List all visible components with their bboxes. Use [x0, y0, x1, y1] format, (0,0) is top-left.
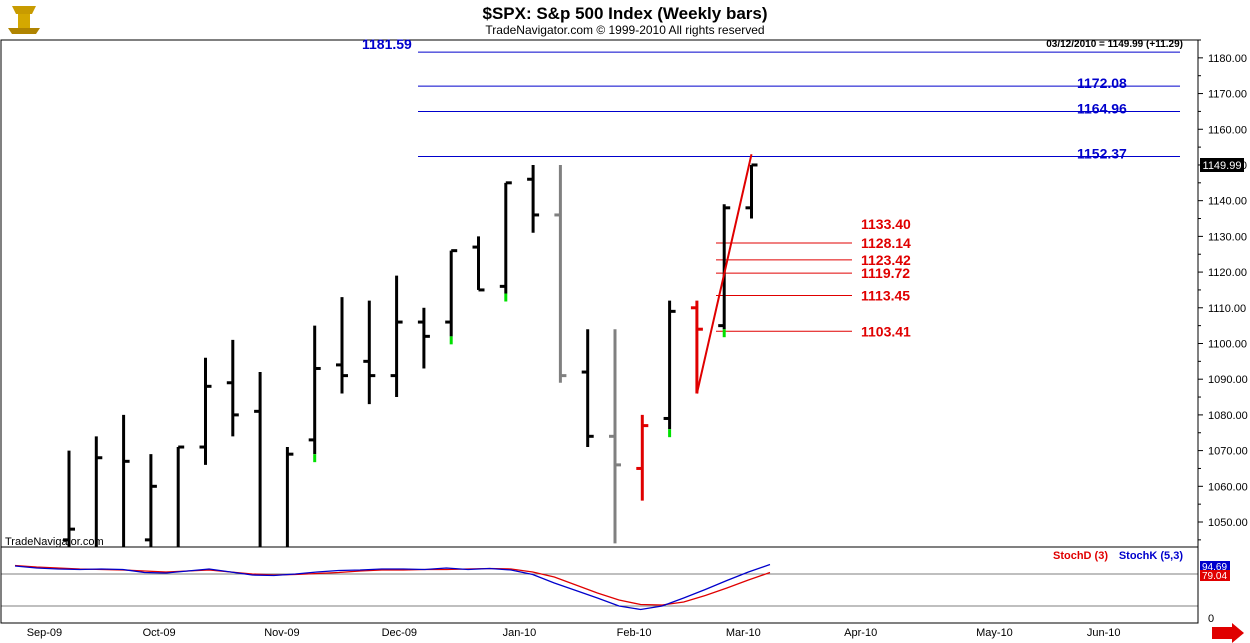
y-tick-label: 1090.00 [1208, 374, 1248, 386]
x-tick-label: Dec-09 [382, 627, 417, 639]
ohlc-bar [554, 164, 567, 383]
y-tick-label: 1100.00 [1208, 338, 1247, 350]
ohlc-bar [390, 275, 403, 398]
trend-line-group [695, 154, 753, 394]
ohlc-bar [122, 414, 130, 547]
ohlc-bar [226, 339, 239, 437]
red-fib-label: 1133.40 [861, 216, 911, 232]
x-tick-label: Sep-09 [27, 627, 62, 639]
trade-navigator-logo-icon [8, 6, 40, 34]
y-axis: 1050.00 1060.00 1070.00 1080.00 1090.00 1100.… [1198, 39, 1248, 541]
ohlc-bar [609, 329, 621, 544]
x-tick-label: Feb-10 [617, 627, 652, 639]
stochd-label: StochD (3) [1053, 550, 1108, 562]
y-tick-label: 1160.00 [1208, 124, 1247, 136]
last-price-label: 1149.99 [1203, 160, 1242, 172]
x-tick-label: Apr-10 [844, 627, 877, 639]
blue-fib-label: 1164.96 [1077, 101, 1127, 117]
watermark-label: TradeNavigator.com [5, 536, 104, 548]
x-tick-label: Oct-09 [143, 627, 176, 639]
ohlc-bar [581, 329, 594, 448]
x-axis: Sep-09 Oct-09 Nov-09 Dec-09 Jan-10 Feb-10 Mar-… [27, 627, 1121, 639]
price-panel [0, 39, 1199, 548]
blue-fib-label: 1152.37 [1077, 146, 1127, 162]
ohlc-bar [445, 249, 458, 345]
red-fib-label: 1103.41 [861, 323, 911, 339]
ohlc-bars [63, 163, 758, 547]
red-fib-label: 1119.72 [861, 265, 910, 281]
ohlc-bar [417, 307, 430, 369]
red-fib-label: 1123.42 [861, 252, 911, 268]
ohlc-bar [285, 447, 294, 547]
chart-subtitle: TradeNavigator.com © 1999-2010 All right… [485, 23, 764, 37]
red-fib-label: 1128.14 [861, 235, 911, 251]
stochd-value: 79.04 [1202, 571, 1227, 582]
indicator-zero-label: 0 [1208, 613, 1214, 625]
ohlc-bar [199, 357, 212, 465]
indicator-panel [0, 546, 1199, 624]
y-tick-label: 1110.00 [1208, 303, 1246, 315]
ohlc-bar [363, 300, 376, 405]
x-tick-label: Jun-10 [1087, 627, 1121, 639]
stochd-value-box [1200, 570, 1230, 581]
ohlc-bar [254, 372, 262, 547]
ohlc-bar [176, 445, 185, 547]
x-tick-label: Jan-10 [503, 627, 537, 639]
ohlc-bar [718, 204, 731, 338]
ohlc-bar [94, 436, 103, 547]
x-tick-label: May-10 [976, 627, 1013, 639]
trend-line [695, 154, 753, 394]
scroll-right-arrow-icon[interactable] [1212, 623, 1244, 643]
ohlc-bar [663, 300, 676, 438]
blue-fib-levels: 1181.59 1172.08 1164.96 1152.37 [362, 36, 1180, 162]
stochk-value-box [1200, 561, 1230, 571]
ohlc-bar [472, 236, 485, 292]
y-tick-label: 1050.00 [1208, 517, 1248, 529]
stochk-line [14, 563, 771, 611]
last-quote-label: 03/12/2010 = 1149.99 (+11.29) [1046, 39, 1183, 50]
x-tick-label: Nov-09 [264, 627, 299, 639]
ohlc-bar [336, 297, 348, 394]
stochk-label: StochK (5,3) [1119, 550, 1184, 562]
ohlc-bar [144, 454, 157, 547]
red-fib-label: 1113.45 [861, 287, 910, 303]
chart-title: $SPX: S&p 500 Index (Weekly bars) [482, 4, 767, 23]
y-tick-label: 1120.00 [1208, 267, 1247, 279]
y-tick-label: 1060.00 [1208, 481, 1248, 493]
ohlc-bar [63, 450, 75, 547]
blue-fib-label: 1181.59 [362, 36, 412, 52]
y-tick-label: 1070.00 [1208, 446, 1248, 458]
ohlc-bar [745, 163, 758, 219]
stochk-value: 94.69 [1202, 562, 1227, 573]
y-tick-label: 1170.00 [1208, 89, 1247, 101]
x-tick-label: Mar-10 [726, 627, 761, 639]
y-tick-label: 1080.00 [1208, 410, 1248, 422]
stochastic-lines [14, 563, 771, 611]
ohlc-bar [527, 164, 540, 233]
ohlc-bar [308, 325, 321, 463]
blue-fib-label: 1172.08 [1077, 75, 1127, 91]
ohlc-bar [499, 181, 512, 302]
y-tick-label: 1130.00 [1208, 231, 1247, 243]
y-tick-label: 1140.00 [1208, 196, 1247, 208]
last-price-box: 1149.99 [1200, 158, 1244, 173]
ohlc-bar [690, 300, 703, 394]
ohlc-bar [636, 414, 649, 501]
y-tick-label: 1180.00 [1208, 53, 1247, 65]
stochd-line [14, 564, 771, 606]
